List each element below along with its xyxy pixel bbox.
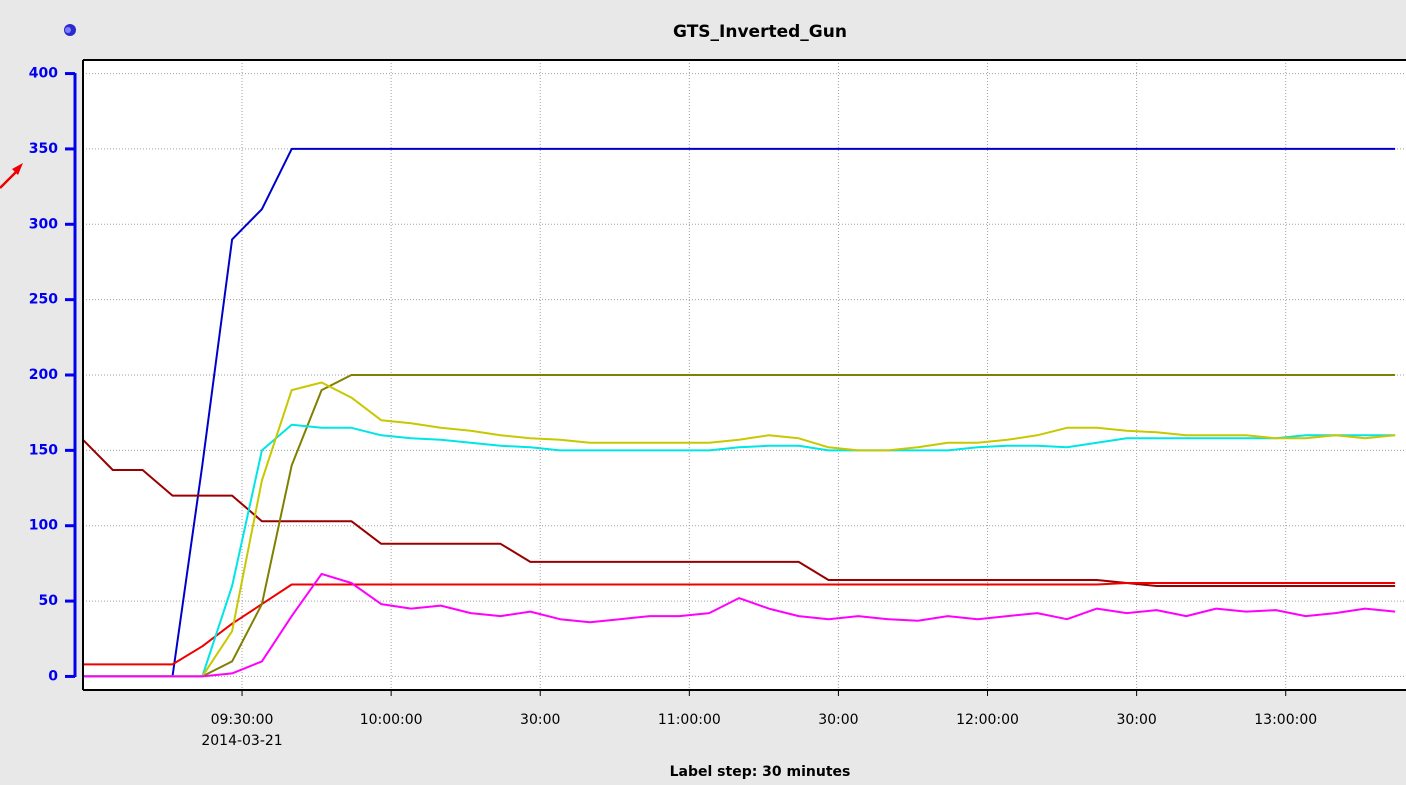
- series-line: [83, 374, 1396, 678]
- annotation-arrow: [0, 163, 23, 189]
- chart-title: GTS_Inverted_Gun: [673, 22, 847, 42]
- y-tick-label: 0: [48, 668, 58, 684]
- y-tick-label: 400: [29, 66, 58, 82]
- x-tick-label: 11:00:00: [658, 712, 721, 728]
- x-tick-label: 12:00:00: [956, 712, 1019, 728]
- x-tick-label: 30:00: [520, 712, 560, 728]
- y-tick-label: 350: [29, 141, 58, 157]
- series-line: [83, 423, 1396, 678]
- footer-note: Label step: 30 minutes: [670, 764, 851, 780]
- series-line: [83, 582, 1396, 666]
- y-tick-label: 300: [29, 216, 58, 232]
- x-tick-label: 30:00: [1116, 712, 1156, 728]
- x-tick-label: 10:00:00: [360, 712, 423, 728]
- app-icon: [64, 24, 76, 36]
- x-date-label: 2014-03-21: [201, 733, 282, 749]
- y-tick-label: 50: [39, 593, 59, 609]
- series-lines: [82, 147, 1396, 678]
- series-line: [83, 381, 1396, 678]
- x-tick-label: 13:00:00: [1254, 712, 1317, 728]
- y-tick-label: 200: [29, 367, 58, 383]
- y-tick-label: 100: [29, 518, 58, 534]
- series-line: [82, 439, 1396, 587]
- x-tick-label: 30:00: [818, 712, 858, 728]
- x-tick-label: 09:30:00: [211, 712, 274, 728]
- series-line: [83, 147, 1396, 678]
- y-tick-label: 150: [29, 442, 58, 458]
- series-line: [83, 572, 1396, 678]
- y-tick-label: 250: [29, 292, 58, 308]
